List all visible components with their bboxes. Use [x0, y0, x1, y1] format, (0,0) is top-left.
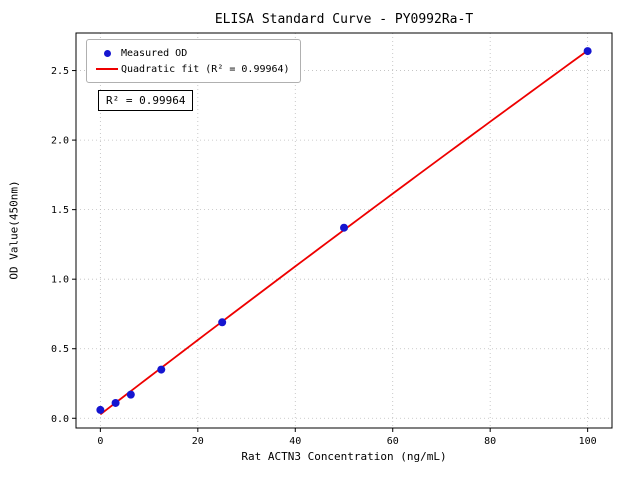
data-point: [218, 318, 227, 327]
y-tick-label: 1.5: [51, 205, 69, 216]
y-tick-label: 1.0: [51, 275, 69, 286]
legend-marker-cell: [93, 68, 121, 70]
y-tick-label: 0.0: [51, 414, 69, 425]
scatter-marker-icon: [103, 49, 111, 57]
x-tick-label: 60: [387, 436, 399, 447]
x-tick-label: 0: [97, 436, 103, 447]
legend-item-quadratic-fit: Quadratic fit (R² = 0.99964): [93, 61, 290, 77]
data-point: [111, 398, 120, 407]
data-point: [126, 390, 135, 399]
fit-line-icon: [96, 68, 118, 70]
data-point: [157, 365, 166, 374]
data-point: [340, 223, 348, 232]
x-tick-label: 20: [192, 436, 204, 447]
legend-item-measured-od: Measured OD: [93, 45, 290, 61]
chart-title: ELISA Standard Curve - PY0992Ra-T: [214, 12, 474, 27]
y-axis-label: OD Value(450nm): [7, 180, 21, 280]
x-tick-label: 40: [289, 436, 301, 447]
r-squared-annotation: R² = 0.99964: [98, 90, 194, 111]
x-tick-label: 80: [484, 436, 496, 447]
legend-marker-cell: [93, 49, 121, 57]
data-point: [96, 405, 105, 414]
legend-label-measured-od: Measured OD: [121, 47, 188, 59]
legend-label-quadratic-fit: Quadratic fit (R² = 0.99964): [121, 63, 290, 75]
y-tick-label: 2.5: [51, 66, 69, 77]
legend: Measured OD Quadratic fit (R² = 0.99964): [86, 39, 301, 83]
y-tick-label: 0.5: [51, 344, 69, 355]
plot-border: [75, 32, 613, 429]
x-axis-label: Rat ACTN3 Concentration (ng/mL): [241, 450, 447, 463]
data-point: [583, 47, 592, 56]
x-tick-label: 100: [579, 436, 597, 447]
y-tick-label: 2.0: [51, 136, 69, 147]
